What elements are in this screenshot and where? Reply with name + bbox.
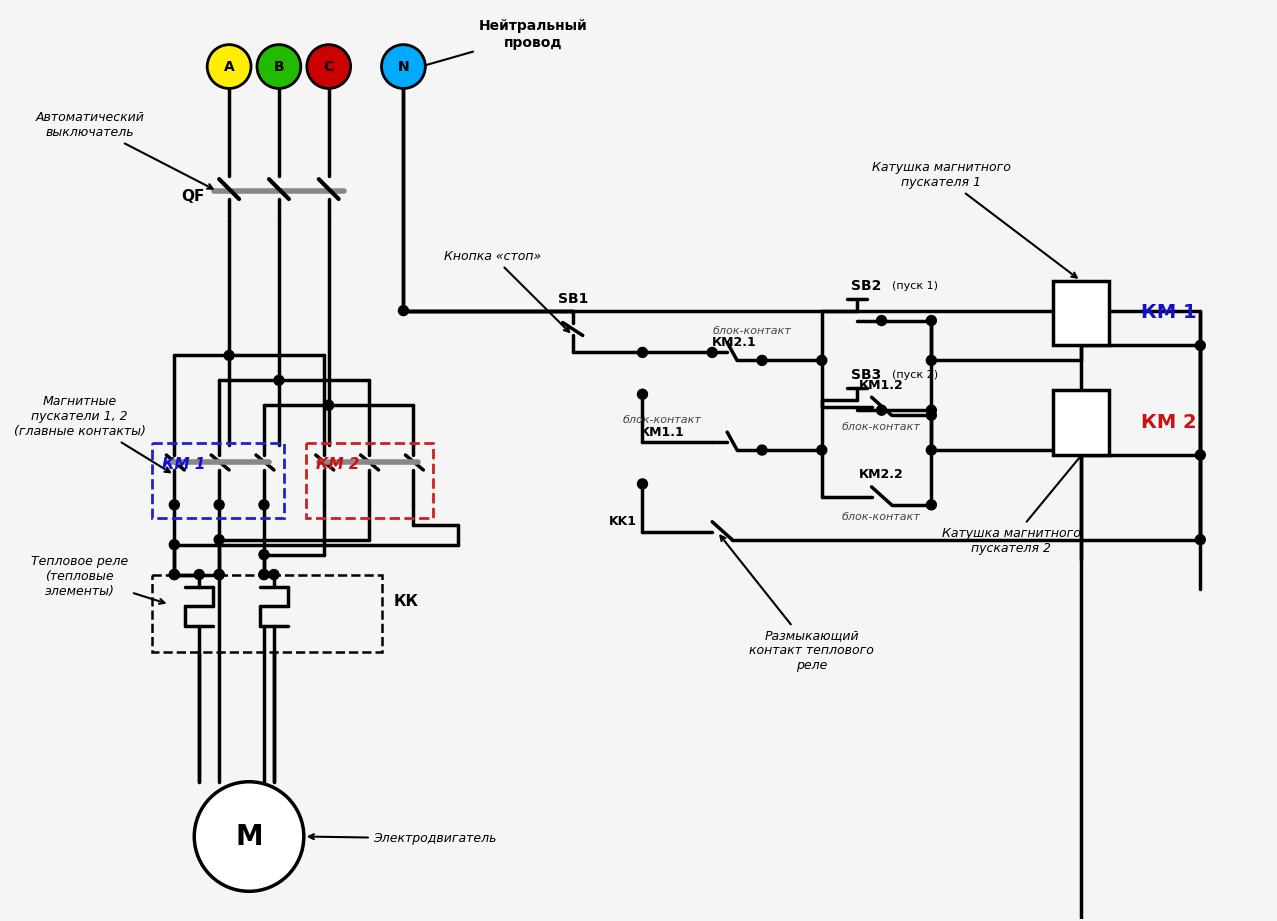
Text: C: C (323, 60, 333, 74)
Circle shape (257, 44, 301, 88)
Circle shape (876, 405, 886, 415)
Circle shape (275, 376, 283, 385)
Text: КМ 2: КМ 2 (315, 457, 359, 472)
Circle shape (757, 445, 767, 455)
Text: Нейтральный
провод: Нейтральный провод (409, 19, 587, 71)
Circle shape (259, 500, 269, 510)
Text: Автоматический
выключатель: Автоматический выключатель (36, 111, 213, 189)
Circle shape (194, 782, 304, 892)
Circle shape (637, 347, 647, 357)
Text: Электродвигатель: Электродвигатель (309, 832, 497, 845)
Circle shape (194, 569, 204, 579)
Circle shape (398, 306, 409, 316)
Text: B: B (273, 60, 285, 74)
Text: М: М (235, 822, 263, 850)
Text: КМ2.2: КМ2.2 (859, 469, 904, 482)
Circle shape (1195, 450, 1205, 460)
Circle shape (637, 479, 647, 489)
Circle shape (170, 540, 179, 550)
Text: SB2: SB2 (852, 279, 882, 293)
Text: KK1: KK1 (609, 515, 636, 529)
Text: КМ 2: КМ 2 (1140, 413, 1197, 432)
Text: Катушка магнитного
пускателя 1: Катушка магнитного пускателя 1 (872, 161, 1077, 277)
Circle shape (926, 356, 936, 366)
Text: КМ1.1: КМ1.1 (640, 426, 684, 438)
Text: SB3: SB3 (852, 368, 881, 382)
Circle shape (225, 350, 234, 360)
Text: N: N (397, 60, 409, 74)
Text: (пуск 1): (пуск 1) (891, 281, 937, 291)
Bar (305, 443, 433, 518)
Circle shape (215, 500, 225, 510)
Circle shape (817, 356, 826, 366)
Circle shape (207, 44, 252, 88)
Circle shape (259, 569, 269, 579)
Circle shape (926, 410, 936, 420)
Circle shape (757, 356, 767, 366)
Text: Магнитные
пускатели 1, 2
(главные контакты): Магнитные пускатели 1, 2 (главные контак… (14, 395, 170, 472)
Text: Кнопка «стоп»: Кнопка «стоп» (444, 250, 570, 332)
Circle shape (215, 569, 225, 579)
Text: QF: QF (181, 189, 204, 204)
Bar (1052, 281, 1108, 345)
Circle shape (170, 500, 179, 510)
Circle shape (926, 316, 936, 325)
Circle shape (382, 44, 425, 88)
Text: Размыкающий
контакт теплового
реле: Размыкающий контакт теплового реле (720, 536, 875, 672)
Bar (152, 575, 382, 652)
Text: блок-контакт: блок-контакт (713, 325, 790, 335)
Circle shape (269, 569, 278, 579)
Circle shape (876, 316, 886, 325)
Circle shape (926, 445, 936, 455)
Text: SB1: SB1 (558, 292, 587, 306)
Text: КМ 1: КМ 1 (162, 457, 206, 472)
Text: КК: КК (393, 594, 419, 610)
Bar (152, 443, 283, 518)
Circle shape (637, 390, 647, 399)
Circle shape (170, 569, 179, 579)
Bar (1052, 391, 1108, 455)
Circle shape (707, 347, 718, 357)
Text: Тепловое реле
(тепловые
элементы): Тепловое реле (тепловые элементы) (31, 554, 165, 604)
Circle shape (1195, 535, 1205, 544)
Circle shape (926, 500, 936, 510)
Circle shape (259, 550, 269, 560)
Text: блок-контакт: блок-контакт (623, 415, 702, 426)
Circle shape (324, 401, 333, 410)
Text: A: A (223, 60, 235, 74)
Circle shape (1195, 341, 1205, 350)
Circle shape (170, 569, 179, 579)
Text: КМ1.2: КМ1.2 (859, 379, 904, 391)
Text: (пуск 2): (пуск 2) (891, 370, 937, 380)
Circle shape (215, 535, 225, 544)
Text: блок-контакт: блок-контакт (842, 422, 921, 432)
Text: КМ 1: КМ 1 (1140, 303, 1197, 322)
Circle shape (259, 569, 269, 579)
Circle shape (817, 445, 826, 455)
Circle shape (926, 405, 936, 415)
Text: КМ2.1: КМ2.1 (713, 336, 757, 349)
Circle shape (306, 44, 351, 88)
Text: Катушка магнитного
пускателя 2: Катушка магнитного пускателя 2 (941, 426, 1106, 554)
Circle shape (215, 569, 225, 579)
Text: блок-контакт: блок-контакт (842, 512, 921, 522)
